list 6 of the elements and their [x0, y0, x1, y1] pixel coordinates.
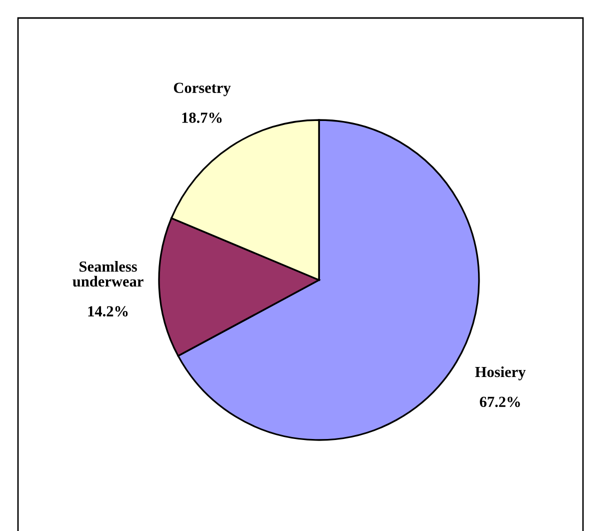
slice-label: Seamless underwear	[72, 260, 144, 287]
data-label: 14.2%	[88, 306, 128, 317]
data-label: 18.7%	[182, 112, 222, 123]
slice-label: Hosiery	[475, 366, 526, 380]
slice-label: Corsetry	[174, 82, 231, 96]
data-label: 67.2%	[480, 396, 520, 408]
